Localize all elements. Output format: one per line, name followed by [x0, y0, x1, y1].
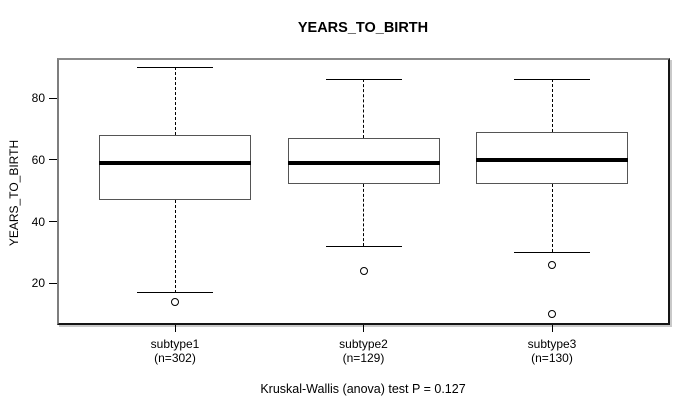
group-name: subtype3 — [527, 337, 577, 351]
median-line — [99, 160, 251, 165]
outlier-point — [548, 260, 556, 269]
plot-area: 20 40 60 80 subtype1 (n=302) subtype2 (n=129) su… — [32, 58, 670, 364]
x-axis-group-label: subtype1 (n=302) — [100, 337, 250, 365]
upper-whisker-cap — [325, 78, 402, 81]
box-iqr — [99, 135, 251, 200]
x-tick-mark — [551, 325, 553, 332]
y-tick-mark — [49, 159, 57, 161]
lower-whisker-line — [363, 184, 364, 247]
lower-whisker-line — [174, 199, 176, 293]
median-line — [476, 157, 628, 162]
outlier-point — [171, 297, 179, 306]
y-tick-mark — [49, 221, 57, 223]
upper-whisker-line — [551, 79, 553, 132]
group-name: subtype2 — [339, 337, 388, 351]
upper-whisker-cap — [137, 66, 213, 68]
outlier-point — [359, 266, 368, 275]
x-axis-group-label: subtype3 (n=130) — [477, 337, 627, 365]
upper-whisker-line — [174, 67, 176, 136]
group-n-count: (n=130) — [531, 350, 573, 365]
x-tick-mark — [363, 325, 364, 332]
y-tick-mark — [49, 282, 57, 284]
y-tick-label: 60 — [31, 152, 45, 167]
lower-whisker-cap — [514, 251, 590, 254]
upper-whisker-line — [363, 79, 364, 139]
group-n-count: (n=129) — [342, 350, 385, 365]
y-tick-label: 20 — [31, 276, 45, 291]
lower-whisker-line — [551, 184, 553, 253]
y-tick-label: 80 — [31, 91, 45, 105]
chart-title: YEARS_TO_BIRTH — [297, 20, 429, 36]
median-line — [287, 160, 440, 165]
upper-whisker-cap — [514, 78, 590, 81]
group-name: subtype1 — [150, 337, 200, 351]
y-tick-label: 40 — [31, 214, 45, 229]
lower-whisker-cap — [325, 245, 402, 248]
stat-test-caption: Kruskal-Wallis (anova) test P = 0.127 — [260, 382, 466, 396]
outlier-point — [548, 310, 556, 319]
x-axis-group-label: subtype2 (n=129) — [289, 337, 439, 365]
group-n-count: (n=302) — [154, 350, 196, 365]
x-tick-mark — [174, 325, 176, 332]
lower-whisker-cap — [137, 292, 213, 294]
y-tick-mark — [49, 97, 57, 99]
